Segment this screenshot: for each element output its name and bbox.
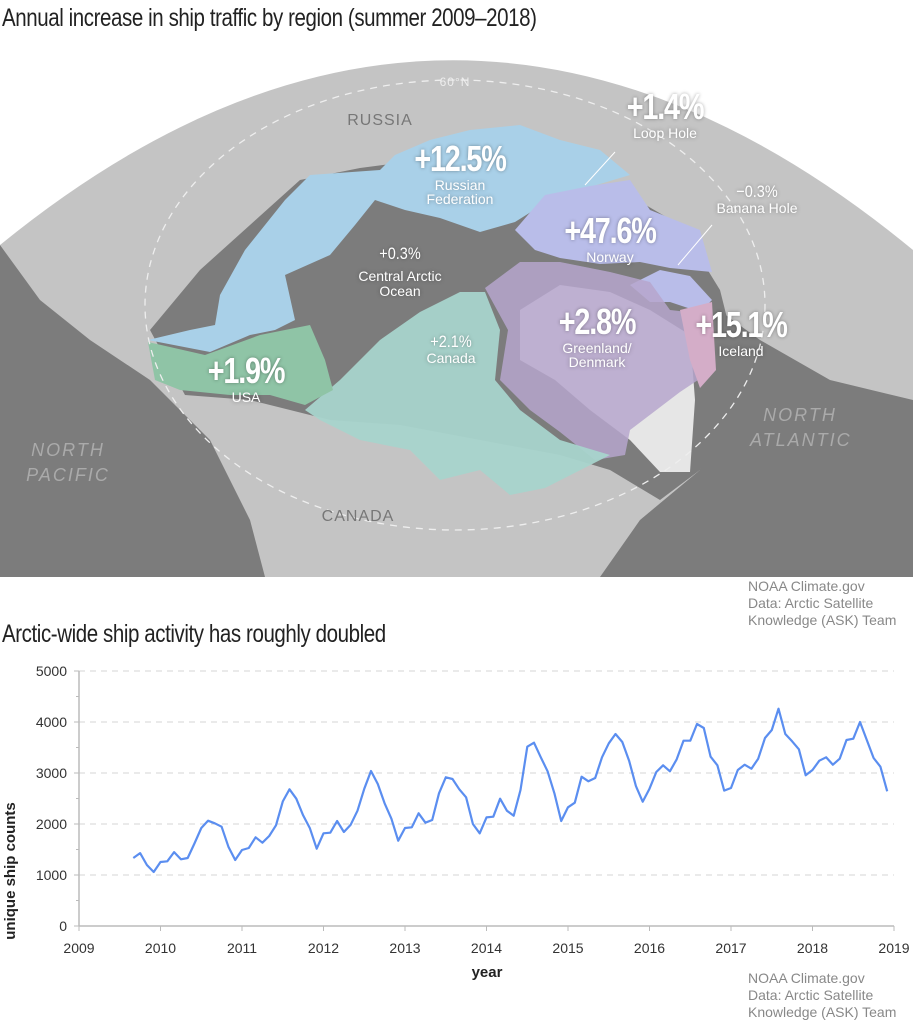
ship-count-line [132,707,889,874]
y-tick-label: 2000 [36,816,67,832]
y-tick-label: 3000 [36,765,67,781]
tick-labels: 0 1000 2000 3000 4000 5000 2009 2010 2011 2012 201… [36,663,910,956]
region-canada [305,292,610,495]
region-name: Greenland/ Denmark [562,339,632,371]
x-axis-label: year [472,964,503,981]
region-name: USA [231,388,261,405]
credit-line: Knowledge (ASK) Team [748,612,897,628]
region-norway [515,180,712,272]
line-chart: 0 1000 2000 3000 4000 5000 2009 2010 2011 2012 201… [2,663,910,981]
change-value: +0.3% [379,244,421,263]
label-usa: +1.9% USA [198,352,294,404]
region-name: Russian Federation [426,176,494,208]
y-tick-label: 4000 [36,714,67,730]
credit-line: NOAA Climate.gov [748,970,865,986]
region-iceland [680,302,716,388]
y-tick-label: 5000 [36,663,67,679]
label-canada: +2.1% Canada [426,333,475,366]
x-tick-label: 2013 [389,940,420,956]
chart-credit: NOAA Climate.gov Data: Arctic Satellite … [748,970,896,1021]
y-axis-label: unique ship counts [2,802,19,940]
change-value: +15.1% [695,304,787,345]
x-tick-label: 2011 [227,940,257,956]
credit-line: NOAA Climate.gov [748,578,865,594]
region-name: Iceland [718,342,764,359]
north-pacific-ocean [0,245,265,577]
x-tick-label: 2016 [634,940,665,956]
parallel-label: 60°N [439,75,471,89]
label-russian-federation: +12.5% Russian Federation [403,140,517,207]
map-title: Annual increase in ship traffic by regio… [2,4,537,32]
change-value: +2.8% [558,301,637,342]
change-value: −0.3% [736,182,778,201]
region-name: Banana Hole [716,199,798,216]
region-russian-federation [148,125,630,352]
change-value: +1.9% [207,350,286,391]
chart-title: Arctic-wide ship activity has roughly do… [2,620,386,648]
arctic-map [0,60,913,577]
loop-hole-leader [584,151,616,186]
map-credit: NOAA Climate.gov Data: Arctic Satellite … [748,578,896,629]
label-greenland-denmark: +2.8% Greenland/ Denmark [549,303,645,370]
north-pacific-label: NORTH PACIFIC [26,440,110,486]
x-tick-label: 2012 [308,940,339,956]
x-tick-label: 2015 [552,940,583,956]
north-atlantic-ocean [600,300,913,577]
credit-line: Data: Arctic Satellite [748,595,874,611]
region-name: Norway [586,248,634,265]
x-tick-label: 2017 [715,940,746,956]
credit-line: Data: Arctic Satellite [748,987,874,1003]
60n-parallel [144,79,766,531]
change-value: +47.6% [564,210,656,251]
label-loop-hole: +1.4% Loop Hole [617,88,713,140]
label-banana-hole: −0.3% Banana Hole [717,183,798,216]
region-greenland-denmark [485,262,698,460]
gridlines [79,670,894,876]
region-name: Canada [426,349,476,366]
region-name: Loop Hole [633,124,697,141]
canada-label: CANADA [321,508,395,525]
y-tick-label: 0 [59,918,67,934]
north-atlantic-label: NORTH ATLANTIC [750,405,852,451]
label-iceland: +15.1% Iceland [684,306,798,358]
credit-line: Knowledge (ASK) Team [748,1004,897,1020]
x-tick-label: 2014 [471,940,502,956]
label-central-arctic-ocean: +0.3% Central Arctic Ocean [350,245,450,298]
label-norway: +47.6% Norway [553,212,667,264]
x-tick-label: 2018 [797,940,828,956]
x-tick-label: 2019 [878,940,909,956]
change-value: +2.1% [430,332,472,351]
x-tick-label: 2010 [145,940,176,956]
region-usa [148,325,333,405]
y-tick-label: 1000 [36,867,67,883]
x-tick-label: 2009 [63,940,94,956]
banana-hole-leader [677,224,713,266]
russia-label: RUSSIA [347,112,413,129]
change-value: +12.5% [414,138,506,179]
axes [74,670,895,931]
region-name: Central Arctic Ocean [358,267,442,299]
change-value: +1.4% [626,86,705,127]
